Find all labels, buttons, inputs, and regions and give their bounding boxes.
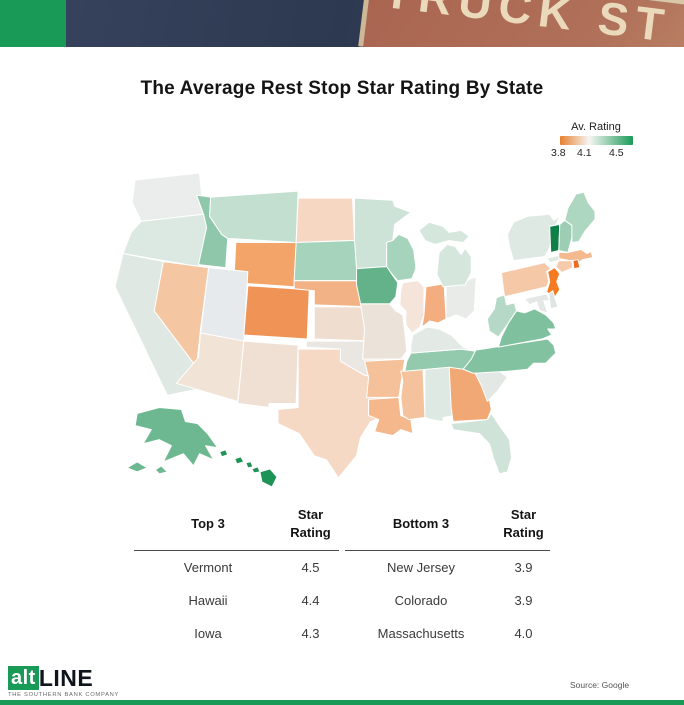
top3-rating-1: 4.5 — [301, 560, 320, 576]
state-sd — [293, 239, 360, 282]
legend-label: Av. Rating — [571, 121, 621, 133]
state-va — [497, 308, 557, 348]
state-ak — [134, 406, 219, 467]
table-row: Hawaii 4.4 — [134, 584, 339, 617]
page-title: The Average Rest Stop Star Rating By Sta… — [140, 78, 544, 99]
banner-photo: TRUCK ST — [66, 0, 684, 47]
state-hi-island-2 — [234, 456, 245, 465]
state-hi-island-4 — [251, 466, 261, 474]
state-me — [564, 191, 596, 243]
state-in — [421, 283, 447, 328]
legend-ticks: 3.8 4.1 4.5 — [551, 147, 635, 159]
top3-state-1: Vermont — [183, 560, 233, 576]
state-md — [524, 293, 551, 314]
state-ut — [200, 267, 249, 342]
top3-rating-header: Star Rating — [290, 507, 331, 540]
bottom3-header-row: Bottom 3 Star Rating — [345, 506, 550, 552]
state-de — [548, 290, 559, 310]
ratings-table: Top 3 Star Rating Vermont 4.5 Hawaii 4.4… — [134, 506, 550, 650]
state-ms — [400, 368, 426, 421]
state-ia — [356, 266, 399, 305]
table-row: Vermont 4.5 — [134, 551, 339, 584]
state-hi-island-3 — [245, 461, 254, 469]
bottom3-state-1: New Jersey — [387, 560, 455, 576]
state-nv — [153, 261, 210, 368]
state-ak-island-1 — [126, 461, 148, 473]
state-mi-upper — [418, 221, 470, 245]
logo-alt-badge: alt — [8, 666, 39, 690]
bottom3-state-2: Colorado — [394, 593, 448, 609]
state-co — [243, 285, 310, 340]
logo-line-text: LINE — [38, 665, 94, 691]
state-ma — [558, 248, 594, 264]
state-la — [368, 396, 414, 437]
bottom3-header: Bottom 3 — [392, 515, 450, 531]
state-mo — [360, 303, 408, 360]
state-nm — [237, 340, 299, 408]
state-az — [175, 332, 245, 402]
bottom3-rating-1: 3.9 — [514, 560, 533, 576]
state-vt — [549, 223, 561, 254]
top3-rating-2: 4.4 — [301, 593, 320, 609]
top3-rating-3: 4.3 — [301, 626, 320, 642]
state-ny — [506, 213, 561, 262]
us-choropleth-map — [100, 170, 605, 492]
map-legend: Av. Rating 3.8 4.1 4.5 — [551, 121, 635, 159]
top3-header: Top 3 — [191, 515, 225, 531]
state-tx — [277, 348, 388, 479]
state-ak-island-2 — [154, 465, 168, 475]
bottom3-rating-header: Star Rating — [503, 507, 544, 540]
state-ar — [364, 358, 406, 398]
state-ky — [410, 326, 476, 354]
top3-state-2: Hawaii — [188, 593, 228, 609]
bottom3-state-3: Massachusetts — [377, 626, 465, 642]
bottom3-rating-3: 4.0 — [514, 626, 533, 642]
altline-logo: alt LINE THE SOUTHERN BANK COMPANY — [8, 666, 119, 698]
state-wv — [486, 294, 518, 338]
bottom3-table: Bottom 3 Star Rating New Jersey 3.9 Colo… — [345, 506, 550, 650]
state-hi-big-island — [259, 468, 278, 488]
legend-tick-mid: 4.1 — [577, 147, 592, 159]
legend-gradient — [560, 136, 633, 145]
altline-logo-wordmark: alt LINE — [8, 666, 119, 690]
state-ct — [555, 260, 574, 274]
state-ri — [572, 259, 581, 270]
top3-header-row: Top 3 Star Rating — [134, 506, 339, 552]
source-attribution: Source: Google — [570, 680, 630, 690]
state-pa — [500, 262, 552, 298]
top3-table: Top 3 Star Rating Vermont 4.5 Hawaii 4.4… — [134, 506, 339, 650]
truck-stop-sign: TRUCK ST — [358, 0, 684, 47]
table-row: Massachusetts 4.0 — [345, 617, 550, 650]
state-wa — [131, 172, 205, 222]
state-hi-island-1 — [219, 449, 229, 458]
table-row: Iowa 4.3 — [134, 617, 339, 650]
legend-tick-max: 4.5 — [609, 147, 624, 159]
top-banner: TRUCK ST — [0, 0, 684, 47]
bottom-accent-bar — [0, 700, 684, 705]
bottom3-rating-2: 3.9 — [514, 593, 533, 609]
state-nd — [295, 197, 356, 243]
state-mt — [209, 190, 299, 243]
state-nj — [546, 267, 561, 300]
top3-state-3: Iowa — [194, 626, 222, 642]
legend-tick-min: 3.8 — [551, 147, 566, 159]
state-fl — [450, 413, 512, 475]
state-mi — [436, 243, 472, 288]
state-il — [399, 280, 425, 334]
table-row: Colorado 3.9 — [345, 584, 550, 617]
banner-accent-block — [0, 0, 66, 47]
table-row: New Jersey 3.9 — [345, 551, 550, 584]
truck-sign-text: TRUCK ST — [380, 0, 674, 47]
logo-tagline: THE SOUTHERN BANK COMPANY — [8, 692, 120, 698]
